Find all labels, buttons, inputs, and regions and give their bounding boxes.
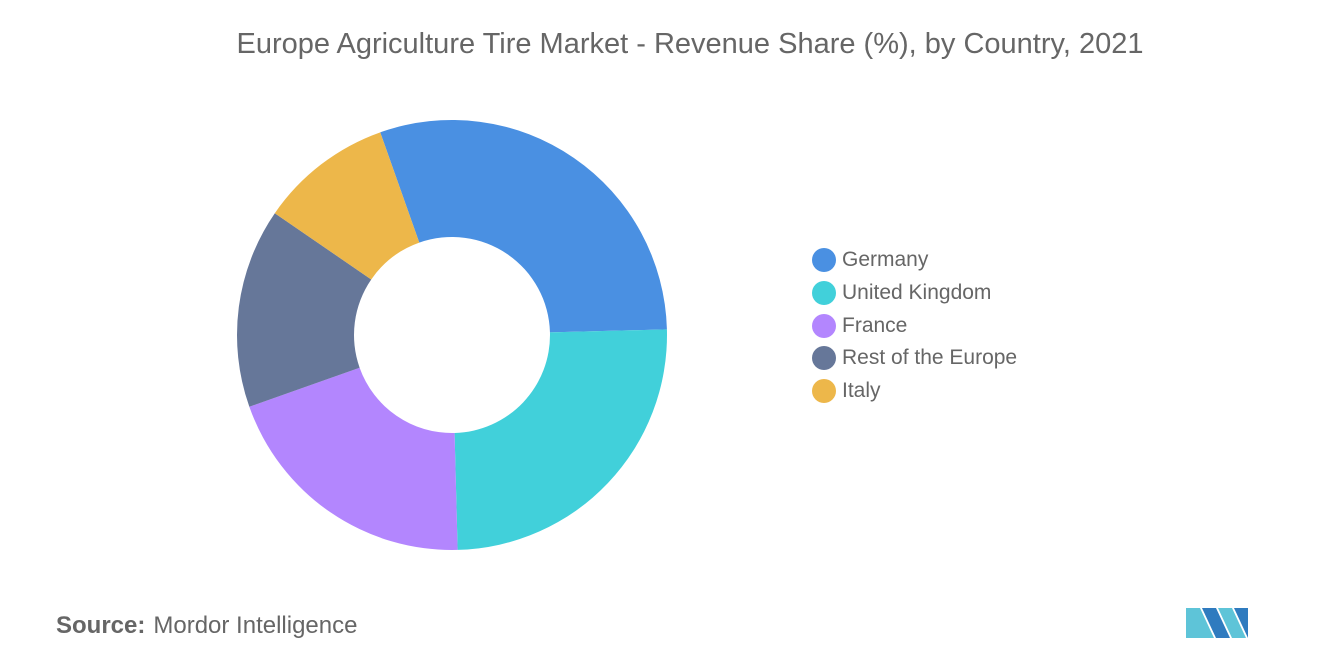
legend-label: Rest of the Europe — [842, 346, 1018, 370]
slice-rest-of-the-europe — [236, 213, 372, 407]
legend-item: Italy — [812, 375, 1017, 408]
slice-germany — [380, 120, 667, 333]
slice-united-kingdom — [454, 329, 667, 550]
legend-swatch — [812, 248, 836, 273]
source-value: Mordor Intelligence — [153, 612, 358, 639]
legend-item: Germany — [812, 244, 1017, 277]
chart-title: Europe Agriculture Tire Market - Revenue… — [236, 28, 1144, 60]
legend-label: Germany — [842, 248, 929, 272]
slice-france — [249, 367, 458, 550]
slice-italy — [274, 132, 420, 280]
legend-swatch — [812, 313, 836, 338]
legend-swatch — [812, 379, 836, 404]
source-label: Source: — [56, 612, 146, 639]
legend-swatch — [812, 281, 836, 306]
legend-label: Italy — [842, 379, 881, 403]
legend-label: France — [842, 313, 908, 337]
legend-item: France — [812, 309, 1017, 342]
legend-item: Rest of the Europe — [812, 342, 1017, 375]
source-note: Source: Mordor Intelligence — [56, 612, 357, 640]
mordor-intelligence-logo-icon — [1186, 608, 1248, 638]
legend-label: United Kingdom — [842, 281, 992, 305]
legend-item: United Kingdom — [812, 277, 1017, 310]
legend-swatch — [812, 346, 836, 371]
chart-legend: Germany United Kingdom France Rest of the E… — [812, 244, 1017, 407]
